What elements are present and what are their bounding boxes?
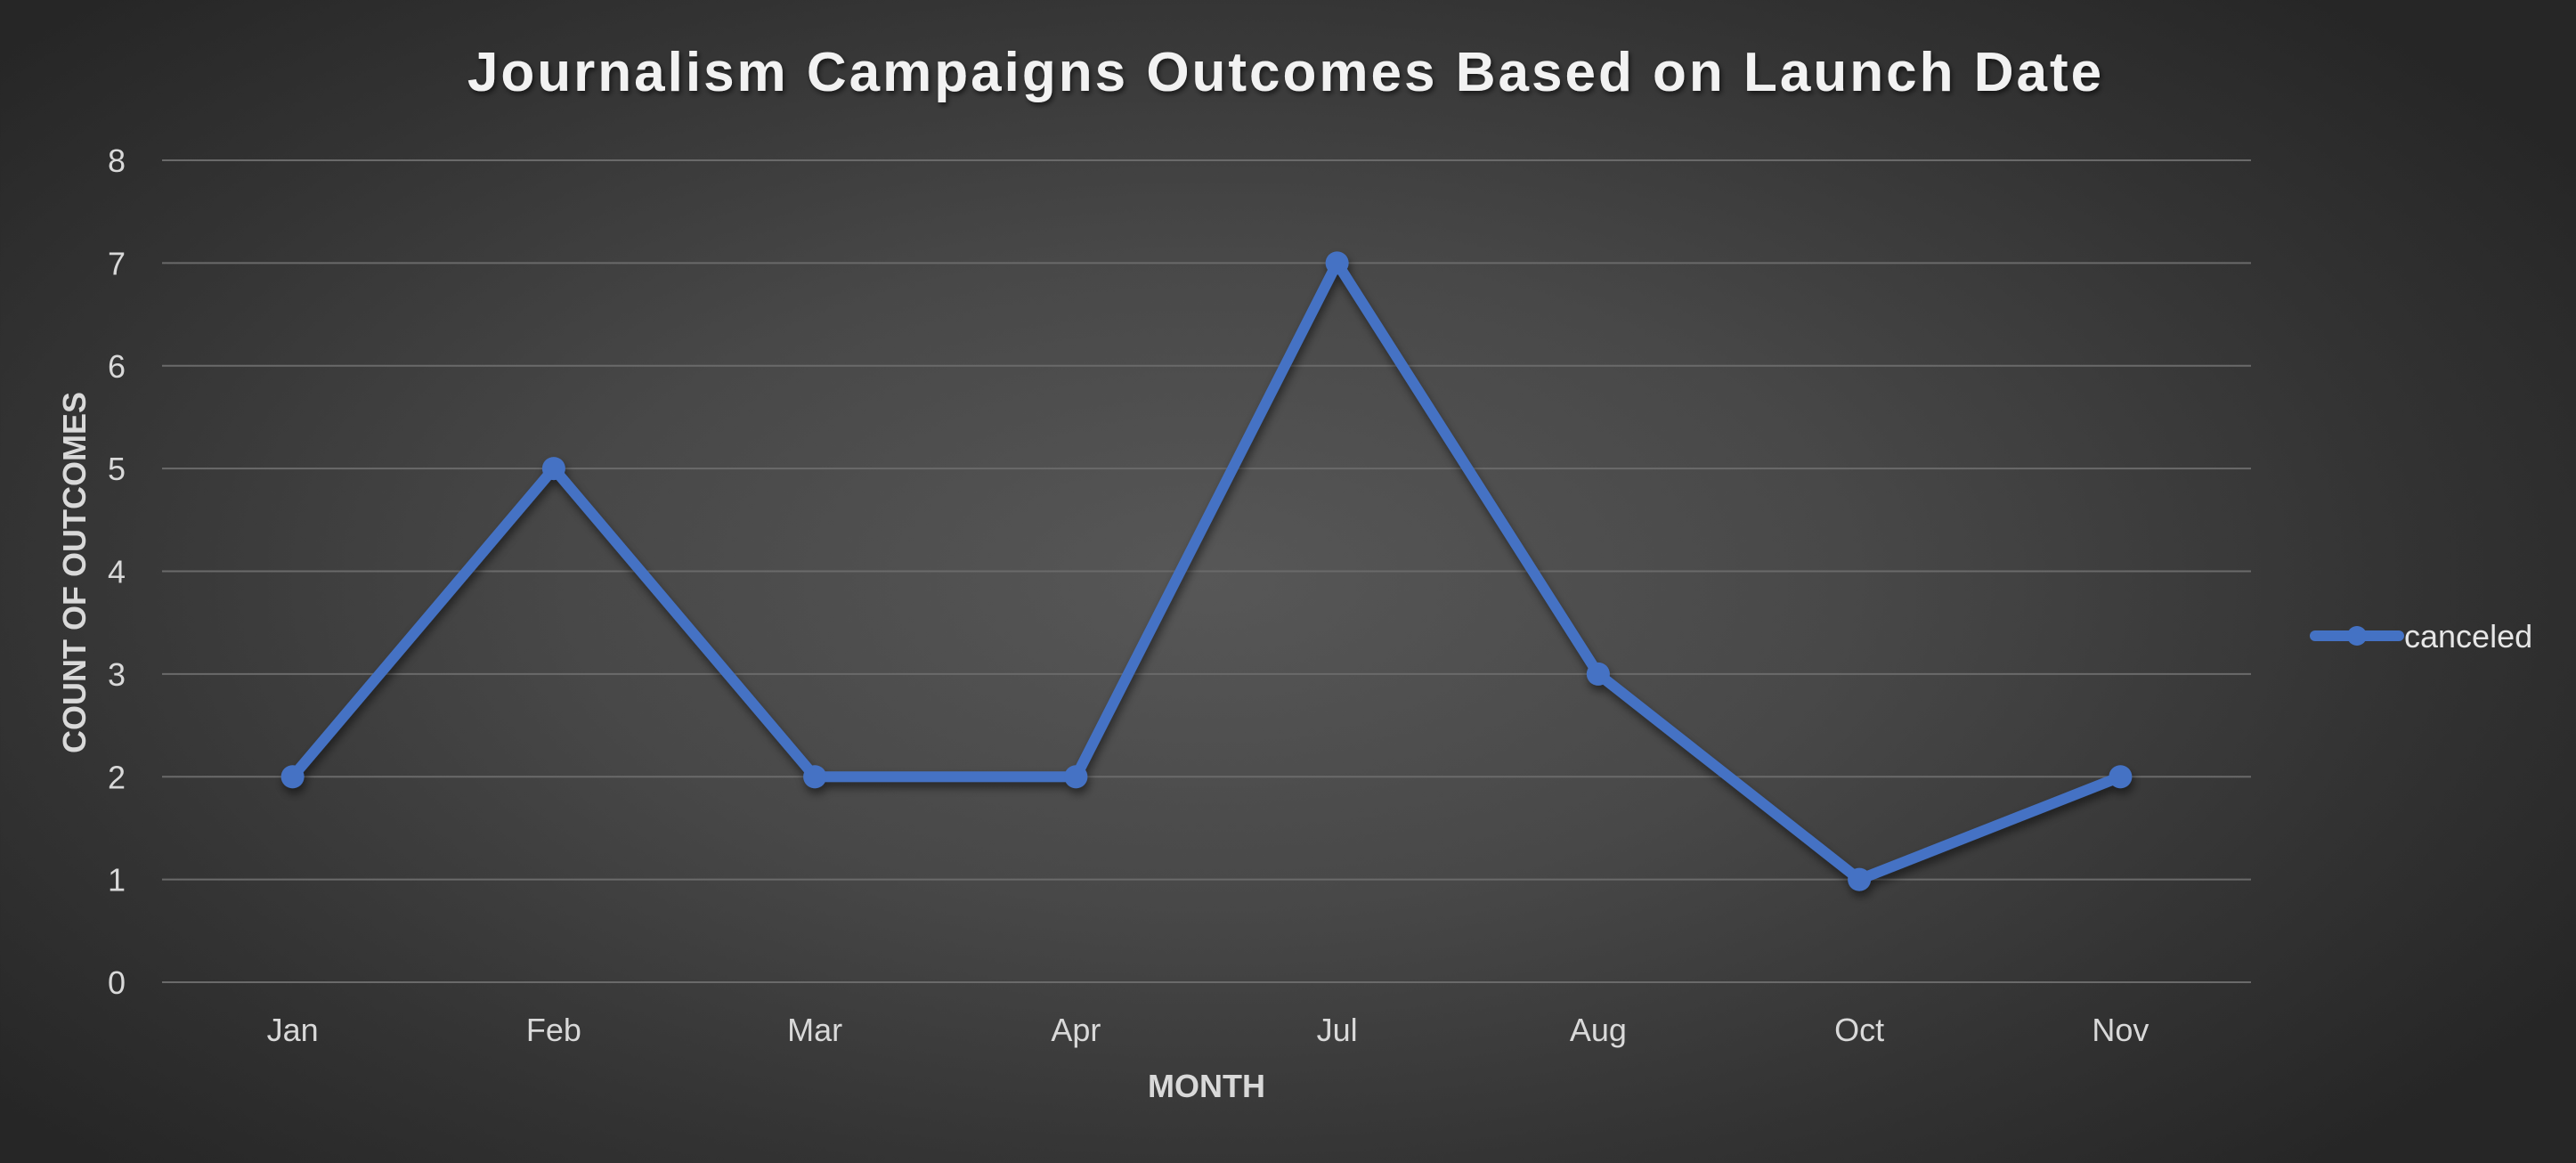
y-tick-label: 4	[108, 554, 126, 590]
y-tick-label: 8	[108, 142, 126, 179]
y-tick-label: 3	[108, 656, 126, 693]
x-tick-label: Jul	[1317, 1012, 1358, 1048]
data-point	[541, 457, 565, 481]
y-tick-label: 7	[108, 245, 126, 281]
y-tick-label: 5	[108, 451, 126, 487]
x-tick-label: Aug	[1570, 1012, 1627, 1048]
data-point	[1064, 765, 1088, 789]
legend-label-canceled: canceled	[2404, 618, 2532, 655]
data-point	[1325, 251, 1349, 275]
x-tick-label: Nov	[2092, 1012, 2149, 1048]
y-tick-label: 0	[108, 964, 126, 1001]
y-tick-label: 1	[108, 862, 126, 899]
y-axis-ticks: 0 1 2 3 4 5 6 7 8	[108, 142, 126, 1001]
x-tick-label: Apr	[1051, 1012, 1101, 1048]
legend: canceled	[2310, 618, 2532, 655]
data-point	[2109, 765, 2133, 789]
y-tick-label: 2	[108, 759, 126, 795]
data-point	[280, 765, 305, 789]
chart-title: Journalism Campaigns Outcomes Based on L…	[467, 42, 2104, 103]
gridlines	[162, 159, 2251, 983]
x-tick-label: Oct	[1834, 1012, 1884, 1048]
data-point	[1586, 662, 1610, 686]
y-axis-title: COUNT OF OUTCOMES	[56, 392, 93, 753]
y-tick-label: 6	[108, 348, 126, 385]
legend-marker-swatch	[2347, 626, 2367, 646]
data-point	[803, 765, 827, 789]
data-point	[1848, 867, 1872, 891]
x-tick-label: Feb	[526, 1012, 581, 1048]
x-tick-label: Mar	[787, 1012, 842, 1048]
series-line	[287, 257, 2126, 885]
x-tick-label: Jan	[267, 1012, 319, 1048]
series-canceled	[280, 251, 2133, 891]
x-axis-ticks: Jan Feb Mar Apr Jul Aug Oct Nov	[267, 1012, 2149, 1048]
x-axis-title: MONTH	[1148, 1068, 1265, 1104]
